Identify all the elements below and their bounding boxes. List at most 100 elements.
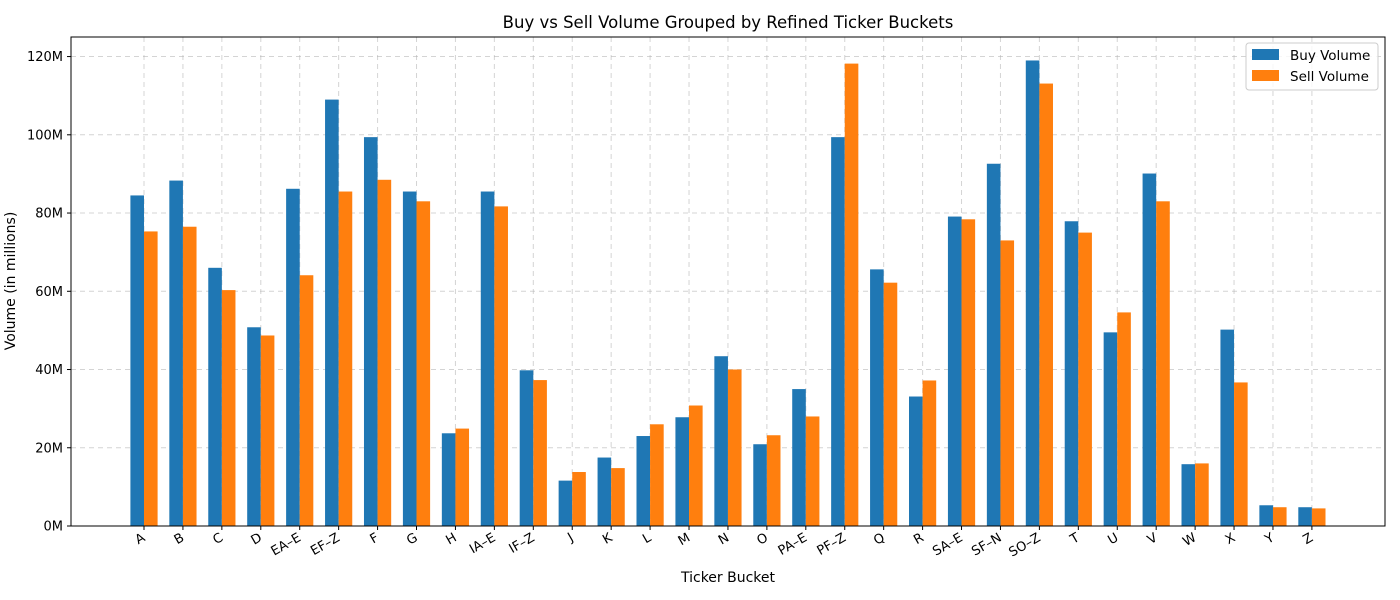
sell-volume-bar <box>611 468 625 526</box>
x-tick-label: SO–Z <box>1007 530 1044 560</box>
x-tick-label: W <box>1180 530 1199 549</box>
x-tick-label: PF–Z <box>815 530 849 558</box>
x-tick-label: Z <box>1301 530 1316 547</box>
y-tick-label: 40M <box>35 363 63 378</box>
buy-volume-bar <box>831 137 845 526</box>
x-axis: A B C D EA–E EF–Z F G H IA–E IF–Z J K L M N O PA–E PF–Z Q R S… <box>133 526 1316 560</box>
buy-volume-bar <box>441 433 456 526</box>
bars-group <box>130 60 1326 527</box>
legend-swatch-sell <box>1252 70 1279 81</box>
buy-volume-bar <box>1220 329 1235 526</box>
x-tick-label: SF–N <box>969 530 1004 559</box>
y-axis: 0M 20M 40M 60M 80M 100M 120M <box>27 50 71 535</box>
x-tick-label: L <box>640 530 654 547</box>
buy-volume-bar <box>1025 60 1040 527</box>
buy-volume-bar <box>169 180 183 526</box>
sell-volume-bar <box>144 231 158 527</box>
buy-volume-bar <box>130 195 144 526</box>
buy-volume-bar <box>402 191 417 527</box>
sell-volume-bar <box>377 179 392 526</box>
x-tick-label: G <box>404 530 420 548</box>
buy-volume-bar <box>714 356 728 526</box>
buy-volume-bar <box>480 191 495 527</box>
y-tick-label: 80M <box>35 207 63 222</box>
sell-volume-bar <box>883 282 898 526</box>
x-tick-label: SA–E <box>930 530 965 559</box>
legend-label-buy: Buy Volume <box>1290 48 1370 64</box>
x-tick-label: U <box>1106 530 1122 548</box>
buy-volume-bar <box>792 389 806 526</box>
buy-volume-bar <box>870 269 884 526</box>
sell-volume-bar <box>961 219 976 526</box>
buy-volume-bar <box>753 444 767 526</box>
sell-volume-bar <box>1078 232 1092 526</box>
sell-volume-bar <box>182 226 197 526</box>
buy-volume-bar <box>363 137 378 526</box>
y-tick-label: 60M <box>35 285 63 300</box>
sell-volume-bar <box>805 416 820 526</box>
buy-volume-bar <box>1298 507 1312 526</box>
legend-label-sell: Sell Volume <box>1290 69 1369 85</box>
buy-volume-bar <box>286 188 300 527</box>
x-tick-label: IF–Z <box>507 530 538 556</box>
sell-volume-bar <box>455 428 470 526</box>
x-tick-label: R <box>911 530 926 548</box>
x-tick-label: M <box>676 530 693 549</box>
sell-volume-bar <box>1117 312 1131 526</box>
x-tick-label: T <box>1067 530 1082 547</box>
buy-volume-bar <box>247 327 261 526</box>
x-tick-label: B <box>172 530 187 547</box>
sell-volume-bar <box>338 191 353 527</box>
sell-volume-bar <box>922 380 937 526</box>
x-tick-label: Q <box>871 530 887 548</box>
sell-volume-bar <box>260 335 275 526</box>
sell-volume-bar <box>766 435 781 526</box>
buy-volume-bar <box>675 417 690 526</box>
x-tick-label: F <box>368 530 382 547</box>
x-axis-label: Ticker Bucket <box>680 570 776 586</box>
x-tick-label: K <box>600 530 615 547</box>
y-tick-label: 20M <box>35 441 63 456</box>
x-tick-label: A <box>133 530 148 547</box>
sell-volume-bar <box>1311 508 1326 526</box>
sell-volume-bar <box>727 369 742 526</box>
sell-volume-bar <box>221 290 236 526</box>
y-tick-label: 120M <box>27 50 63 65</box>
x-tick-label: H <box>443 530 459 548</box>
sell-volume-bar <box>494 206 508 527</box>
sell-volume-bar <box>1234 382 1248 526</box>
x-tick-label: N <box>716 530 732 548</box>
buy-volume-bar <box>208 267 222 526</box>
x-tick-label: O <box>755 530 771 548</box>
x-tick-label: Y <box>1262 530 1277 547</box>
legend-swatch-buy <box>1252 49 1279 60</box>
x-tick-label: C <box>210 530 225 548</box>
x-tick-label: IA–E <box>467 530 498 557</box>
buy-volume-bar <box>1142 173 1157 526</box>
buy-volume-bar <box>1064 221 1079 527</box>
buy-volume-bar <box>1181 464 1196 526</box>
buy-volume-bar <box>1259 505 1273 526</box>
sell-volume-bar <box>1195 463 1209 526</box>
buy-volume-bar <box>1103 332 1118 526</box>
x-tick-label: PA–E <box>776 530 810 558</box>
sell-volume-bar <box>533 380 547 526</box>
sell-volume-bar <box>844 63 859 527</box>
sell-volume-bar <box>416 201 431 526</box>
sell-volume-bar <box>1272 507 1287 526</box>
x-tick-label: EF–Z <box>308 530 343 559</box>
buy-volume-bar <box>325 99 339 526</box>
x-tick-label: D <box>249 530 265 548</box>
x-tick-label: EA–E <box>269 530 304 559</box>
sell-volume-bar <box>1000 240 1015 526</box>
sell-volume-bar <box>572 472 586 526</box>
sell-volume-bar <box>689 405 703 526</box>
sell-volume-bar <box>650 424 664 526</box>
x-tick-label: V <box>1145 530 1160 547</box>
buy-volume-bar <box>558 480 573 526</box>
x-tick-label: X <box>1223 530 1238 547</box>
sell-volume-bar <box>299 275 314 526</box>
buy-volume-bar <box>636 436 651 526</box>
buy-volume-bar <box>519 370 534 526</box>
